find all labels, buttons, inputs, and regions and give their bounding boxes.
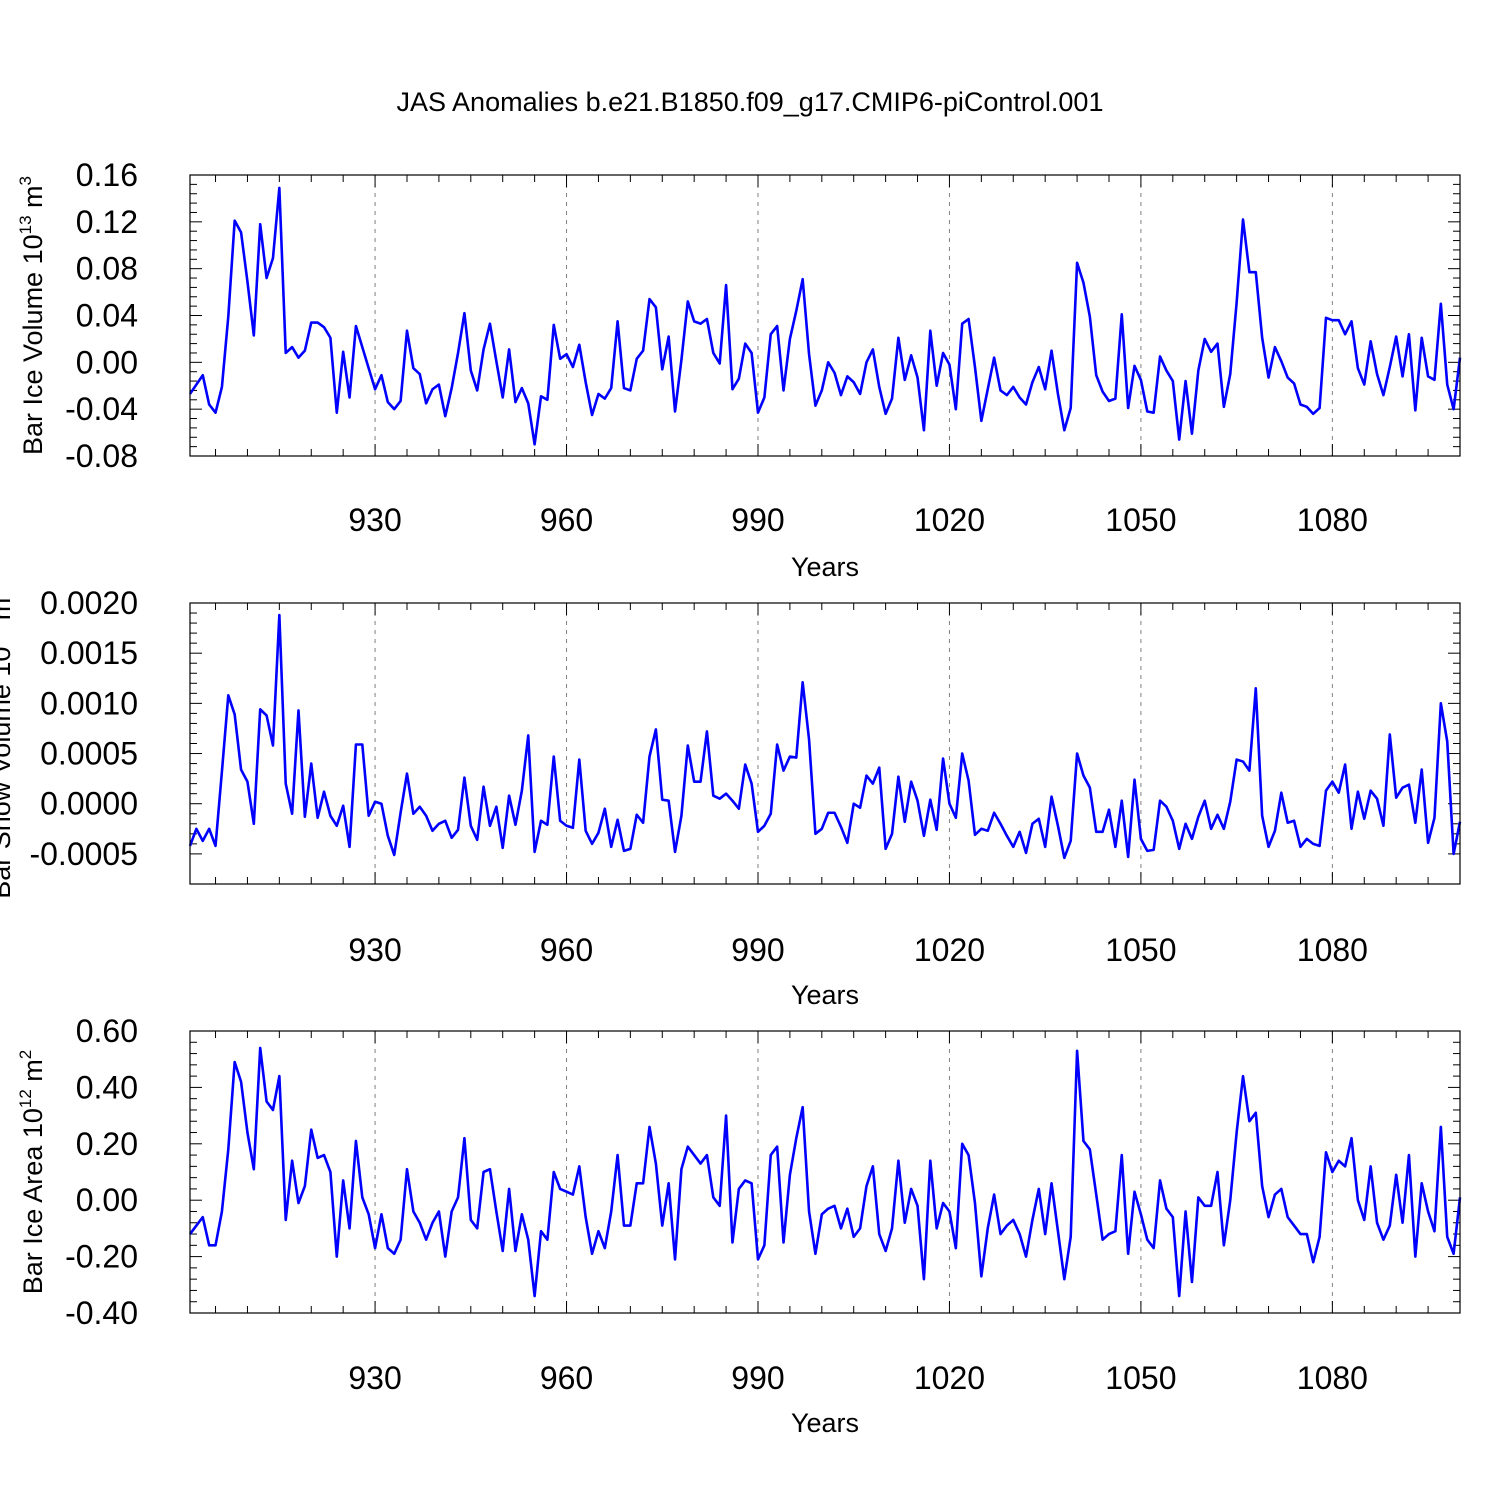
panel2-x-axis-label: Years [791,1408,859,1438]
panel0-y-label-exponent: 13 [16,215,35,234]
chart-title: JAS Anomalies b.e21.B1850.f09_g17.CMIP6-… [397,87,1104,117]
panel2-xtick-label-960: 960 [540,1360,593,1396]
panel1-ytick-label-4: 0.0015 [40,635,138,671]
panel0-plot-frame [189,174,1461,457]
panel1-xtick-label-960: 960 [540,932,593,968]
panel1-xtick-label-1020: 1020 [914,932,985,968]
panel0-y-label-main: Bar Ice Volume 10 [18,234,48,455]
panel-snow-volume: -0.0005 0.0000 0.0005 0.0010 0.0015 0.0020 930… [0,585,1462,1010]
panel0-xtick-label-930: 930 [348,502,401,538]
panel0-x-axis-label: Years [791,552,859,582]
panel2-y-label-unit-exponent: 2 [16,1050,35,1059]
panel1-xtick-label-1050: 1050 [1105,932,1176,968]
panel1-ytick-label-3: 0.0010 [40,685,138,721]
panel2-ytick-label-2: 0.00 [76,1182,138,1218]
panel2-ytick-label-1: -0.20 [65,1239,138,1275]
panel2-y-label-main: Bar Ice Area 10 [18,1108,48,1294]
panel1-y-label-unit-exponent: 3 [0,588,3,597]
panel0-ytick-label-1: -0.04 [65,391,138,427]
panel2-ytick-label-5: 0.60 [76,1013,138,1049]
panel-ice-area: -0.40 -0.20 0.00 0.20 0.40 0.60 930 960 990 1020 1… [16,1013,1462,1438]
panel0-y-label-unit-exponent: 3 [16,176,35,185]
panel2-y-label-exponent: 12 [16,1089,35,1108]
panel0-xtick-label-1080: 1080 [1297,502,1368,538]
panel1-series-line [188,613,1462,860]
panel0-series-line [188,186,1462,446]
panel1-xtick-label-990: 990 [731,932,784,968]
panel1-ytick-label-0: -0.0005 [29,836,138,872]
panel2-xtick-label-990: 990 [731,1360,784,1396]
panel2-plot-frame [189,1030,1461,1314]
panel1-ytick-label-1: 0.0000 [40,786,138,822]
panel0-ytick-label-0: -0.08 [65,438,138,474]
panel2-ytick-label-0: -0.40 [65,1295,138,1331]
panel2-y-label-unit: m [18,1059,48,1089]
panel2-ytick-label-4: 0.40 [76,1069,138,1105]
panel2-series-line [188,1046,1462,1298]
panel0-ytick-label-6: 0.16 [76,157,138,193]
panel0-xtick-label-990: 990 [731,502,784,538]
panel1-y-label-main: Bar Snow Volume 10 [0,647,16,899]
panel1-y-label-unit: m [0,598,16,628]
panel1-xtick-label-1080: 1080 [1297,932,1368,968]
panel0-y-label-unit: m [18,185,48,215]
panel2-ytick-label-3: 0.20 [76,1126,138,1162]
panel1-x-axis-label: Years [791,980,859,1010]
panel0-ytick-label-3: 0.04 [76,298,138,334]
panel1-ytick-label-2: 0.0005 [40,736,138,772]
panel1-ytick-label-5: 0.0020 [40,585,138,621]
panel0-xtick-label-960: 960 [540,502,593,538]
panel0-ytick-label-2: 0.00 [76,344,138,380]
panel-ice-volume: -0.08 -0.04 0.00 0.04 0.08 0.12 0.16 930 960 990 1… [16,157,1462,582]
panel1-y-label-exponent: 13 [0,628,3,647]
panel0-y-axis-label: Bar Ice Volume 1013 m3 [16,176,48,455]
panel0-ytick-label-5: 0.12 [76,204,138,240]
panel2-xtick-label-1050: 1050 [1105,1360,1176,1396]
panel0-ytick-label-4: 0.08 [76,251,138,287]
panel0-xtick-label-1050: 1050 [1105,502,1176,538]
panel2-xtick-label-1080: 1080 [1297,1360,1368,1396]
panel1-xtick-label-930: 930 [348,932,401,968]
panel1-plot-frame [189,602,1461,885]
panel2-xtick-label-930: 930 [348,1360,401,1396]
panel0-xtick-label-1020: 1020 [914,502,985,538]
panel2-xtick-label-1020: 1020 [914,1360,985,1396]
panel1-y-axis-label: Bar Snow Volume 1013 m3 [0,588,16,899]
panel2-y-axis-label: Bar Ice Area 1012 m2 [16,1050,48,1295]
